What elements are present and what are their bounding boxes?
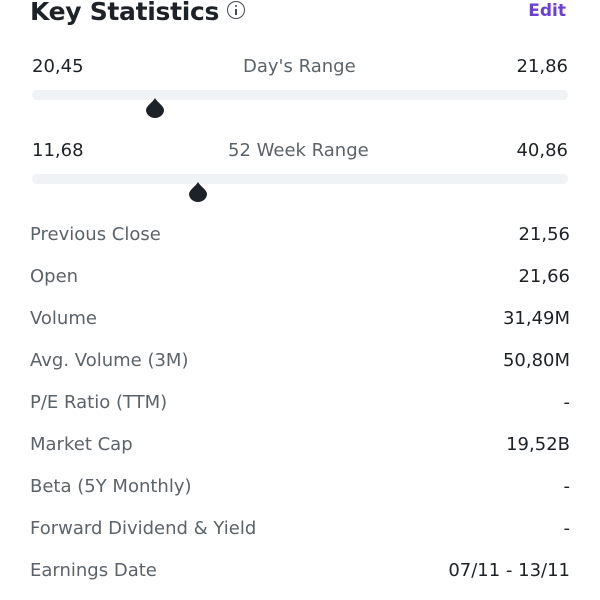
stat-label: Volume <box>30 308 97 329</box>
week52-range-label: 52 Week Range <box>228 140 369 161</box>
stat-label: Forward Dividend & Yield <box>30 518 257 539</box>
week52-range-track <box>32 174 568 184</box>
stat-value: - <box>563 392 571 413</box>
week52-range-marker-icon <box>189 182 208 202</box>
days-range-high: 21,86 <box>516 56 568 77</box>
days-range-track <box>32 90 568 100</box>
stat-label: Previous Close <box>30 224 161 245</box>
stat-value: - <box>563 476 571 497</box>
stat-label: Beta (5Y Monthly) <box>30 476 192 497</box>
stat-label: Earnings Date <box>30 560 157 581</box>
days-range-label: Day's Range <box>243 56 356 77</box>
panel-header: Key Statistics Edit <box>30 0 570 28</box>
stat-row-earnings-date: Earnings Date 07/11 - 13/11 <box>30 558 570 600</box>
stat-value: 31,49M <box>502 308 570 329</box>
info-icon[interactable] <box>227 1 245 19</box>
stat-row-pe-ratio: P/E Ratio (TTM) - <box>30 390 570 432</box>
week52-range-high: 40,86 <box>516 140 568 161</box>
stat-row-beta: Beta (5Y Monthly) - <box>30 474 570 516</box>
stats-list: Previous Close 21,56 Open 21,66 Volume 3… <box>30 222 570 600</box>
week52-range-low: 11,68 <box>32 140 84 161</box>
stat-label: Avg. Volume (3M) <box>30 350 189 371</box>
stat-value: 19,52B <box>506 434 570 455</box>
days-range-marker-icon <box>146 98 165 118</box>
stat-value: - <box>563 518 571 539</box>
panel-title: Key Statistics <box>30 0 220 26</box>
stat-label: Open <box>30 266 79 287</box>
stat-value: 50,80M <box>502 350 570 371</box>
stat-row-open: Open 21,66 <box>30 264 570 306</box>
stat-row-previous-close: Previous Close 21,56 <box>30 222 570 264</box>
edit-button[interactable]: Edit <box>528 1 566 21</box>
days-range-low: 20,45 <box>32 56 84 77</box>
stat-value: 21,56 <box>518 224 570 245</box>
stat-value: 07/11 - 13/11 <box>448 560 570 581</box>
stat-value: 21,66 <box>518 266 570 287</box>
stat-row-forward-dividend: Forward Dividend & Yield - <box>30 516 570 558</box>
stat-row-market-cap: Market Cap 19,52B <box>30 432 570 474</box>
stat-row-volume: Volume 31,49M <box>30 306 570 348</box>
stat-label: Market Cap <box>30 434 133 455</box>
stat-row-avg-volume: Avg. Volume (3M) 50,80M <box>30 348 570 390</box>
stat-label: P/E Ratio (TTM) <box>30 392 168 413</box>
